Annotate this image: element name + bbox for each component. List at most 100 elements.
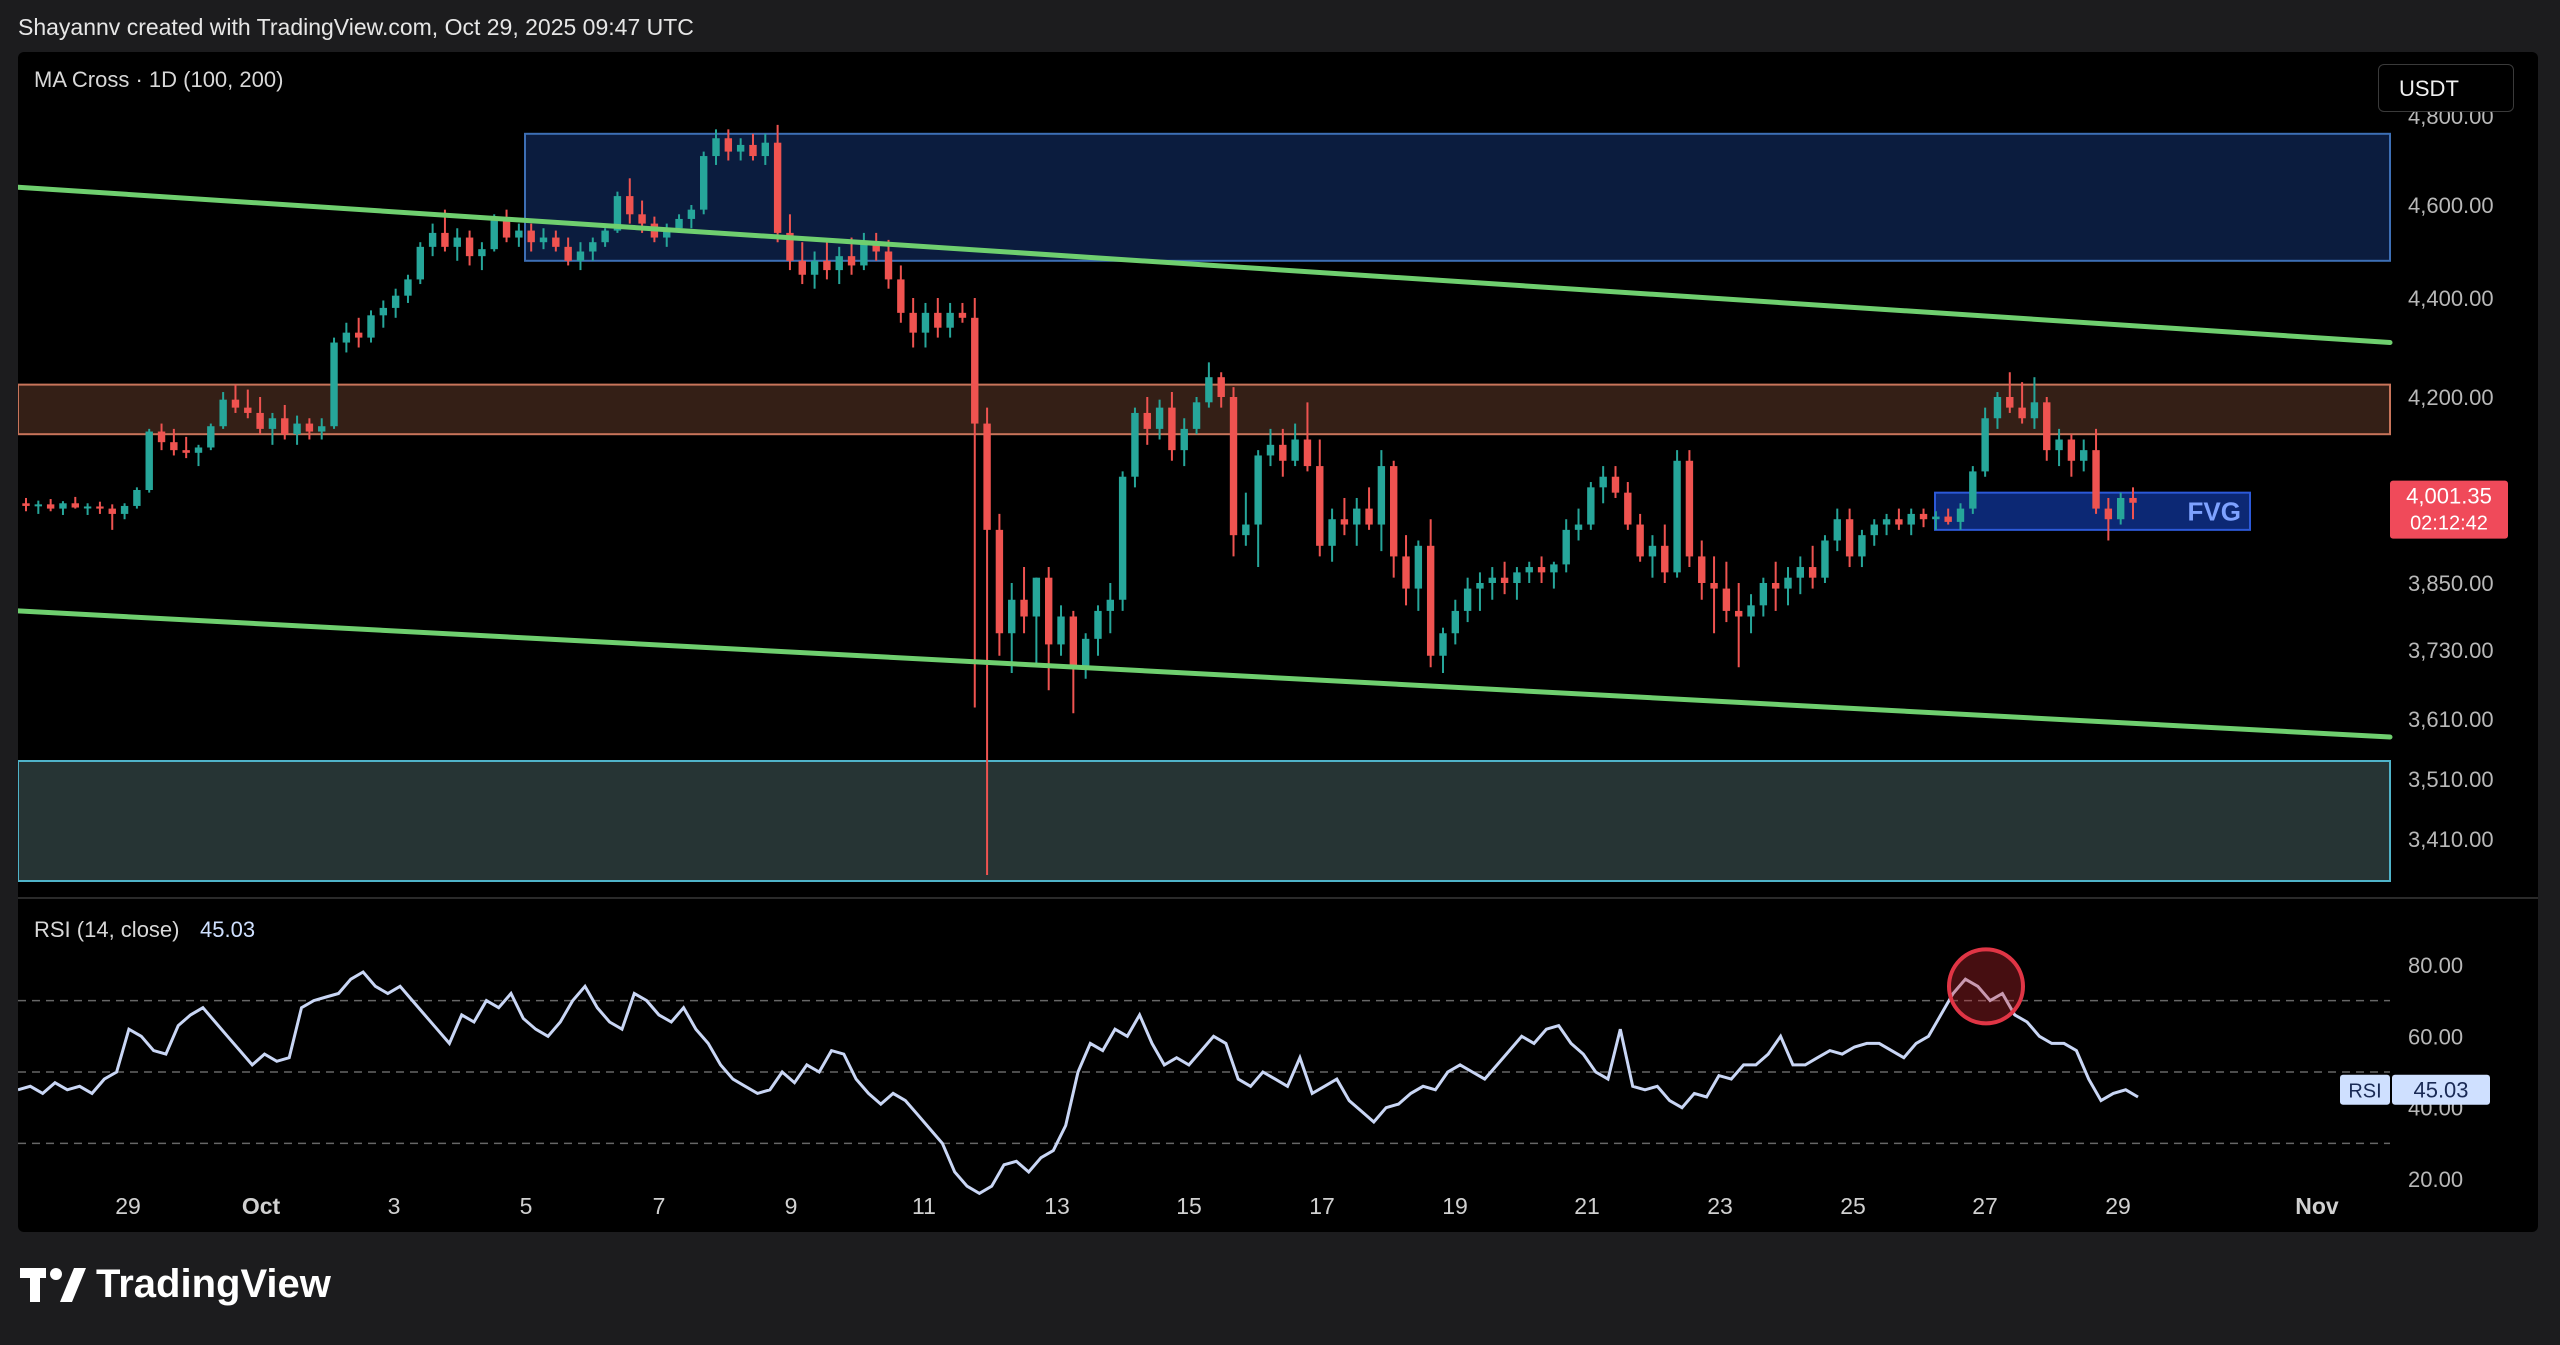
candle-body bbox=[1291, 439, 1299, 461]
candle-body bbox=[1771, 583, 1780, 589]
candle-body bbox=[564, 246, 572, 261]
candle-body bbox=[1414, 545, 1423, 589]
currency-selector-button[interactable]: USDT bbox=[2378, 64, 2514, 112]
price-badge-value: 4,001.35 bbox=[2406, 484, 2492, 509]
candle-body bbox=[724, 138, 733, 152]
candle-body bbox=[515, 230, 523, 238]
candle-body bbox=[1858, 535, 1866, 557]
candle-body bbox=[601, 230, 609, 243]
candle-body bbox=[1981, 418, 1989, 472]
candle-body bbox=[281, 418, 289, 435]
candle-body bbox=[1365, 508, 1373, 525]
candle-body bbox=[1932, 516, 1940, 520]
candle-body bbox=[1008, 599, 1016, 634]
candle-body bbox=[1993, 397, 2002, 419]
candle-body bbox=[1673, 460, 1681, 573]
candle-body bbox=[256, 412, 264, 429]
candle-body bbox=[219, 399, 227, 427]
candle-body bbox=[539, 237, 548, 243]
candle-body bbox=[1698, 556, 1706, 583]
candle-body bbox=[478, 249, 486, 257]
candle-body bbox=[1907, 513, 1915, 525]
candle-body bbox=[1143, 412, 1151, 429]
time-axis-tick: 11 bbox=[912, 1193, 936, 1219]
candle-body bbox=[1180, 428, 1188, 451]
candle-body bbox=[157, 431, 166, 443]
candle-body bbox=[1944, 516, 1952, 522]
candle-body bbox=[860, 242, 868, 266]
candle-body bbox=[1426, 545, 1435, 656]
price-axis-tick: 3,410.00 bbox=[2408, 827, 2494, 852]
candle-body bbox=[342, 332, 351, 343]
candle-body bbox=[946, 312, 954, 328]
candle-body bbox=[1661, 545, 1669, 573]
candle-body bbox=[2043, 402, 2051, 451]
candle-body bbox=[465, 237, 474, 257]
candle-body bbox=[1550, 564, 1558, 573]
candle-body bbox=[1969, 471, 1977, 509]
candle-body bbox=[1390, 466, 1398, 557]
candle-body bbox=[589, 242, 597, 252]
candle-body bbox=[1155, 407, 1164, 429]
candle-body bbox=[1032, 577, 1041, 617]
candle-body bbox=[145, 431, 153, 490]
candle-body bbox=[823, 260, 831, 271]
zone-supply bbox=[524, 132, 2391, 262]
candle-body bbox=[2116, 497, 2125, 520]
candle-body bbox=[1747, 605, 1755, 617]
time-axis-tick: 3 bbox=[388, 1193, 401, 1219]
candle-body bbox=[1808, 567, 1817, 578]
candle-body bbox=[1821, 540, 1829, 578]
candle-body bbox=[83, 506, 92, 509]
candle-body bbox=[872, 242, 880, 252]
rsi-peak-highlight bbox=[1947, 947, 2025, 1026]
candle-body bbox=[1870, 524, 1878, 536]
chart-panel[interactable]: FVG 4,800.00 4,600.00 4,400.00 4,200.00 3,850… bbox=[18, 52, 2538, 1232]
candle-body bbox=[675, 218, 683, 229]
price-axis-tick: 4,600.00 bbox=[2408, 193, 2494, 218]
candle-body bbox=[1599, 476, 1607, 488]
chart-attribution-header: Shayannv created with TradingView.com, O… bbox=[18, 14, 694, 40]
chart-canvas[interactable]: FVG4,800.004,600.004,400.004,200.003,850… bbox=[18, 52, 2538, 1232]
candle-body bbox=[884, 251, 893, 280]
tradingview-logo-icon bbox=[20, 1267, 86, 1302]
candle-body bbox=[1784, 577, 1792, 589]
candle-body bbox=[736, 144, 745, 152]
candle-body bbox=[1094, 610, 1102, 639]
time-axis-tick: 17 bbox=[1309, 1193, 1335, 1219]
candle-body bbox=[1525, 567, 1533, 573]
price-axis-tick: 3,610.00 bbox=[2408, 707, 2494, 732]
candle-body bbox=[1845, 519, 1854, 557]
candle-body bbox=[1537, 567, 1546, 573]
candle-body bbox=[194, 447, 203, 453]
candle-body bbox=[2030, 402, 2039, 419]
candle-body bbox=[1476, 583, 1484, 589]
candle-body bbox=[921, 312, 930, 333]
candle-body bbox=[798, 260, 806, 275]
price-axis-tick: 3,730.00 bbox=[2408, 638, 2494, 663]
candle-body bbox=[22, 503, 30, 506]
candle-body bbox=[786, 232, 794, 261]
candle-body bbox=[1463, 588, 1472, 611]
price-badge-countdown: 02:12:42 bbox=[2410, 513, 2488, 535]
candle-body bbox=[2129, 497, 2137, 503]
candle-body bbox=[1451, 610, 1460, 634]
rsi-pane-label: RSI (14, close) bbox=[34, 917, 180, 942]
candle-body bbox=[1353, 508, 1361, 525]
candle-body bbox=[1057, 616, 1065, 645]
candle-body bbox=[552, 237, 560, 247]
candle-body bbox=[133, 490, 141, 506]
candle-body bbox=[1722, 588, 1731, 611]
candle-body bbox=[1205, 377, 1213, 403]
candle-body bbox=[847, 256, 856, 266]
price-axis-tick: 3,850.00 bbox=[2408, 571, 2494, 596]
candle-body bbox=[1574, 524, 1583, 530]
candle-body bbox=[1328, 519, 1336, 546]
candle-body bbox=[2018, 407, 2026, 419]
candle-body bbox=[638, 214, 646, 224]
rsi-axis-tick: 80.00 bbox=[2408, 953, 2463, 978]
tradingview-logo: TradingView bbox=[20, 1262, 331, 1307]
candle-body bbox=[958, 312, 967, 318]
candle-body bbox=[2006, 397, 2014, 408]
candle-body bbox=[490, 218, 498, 250]
